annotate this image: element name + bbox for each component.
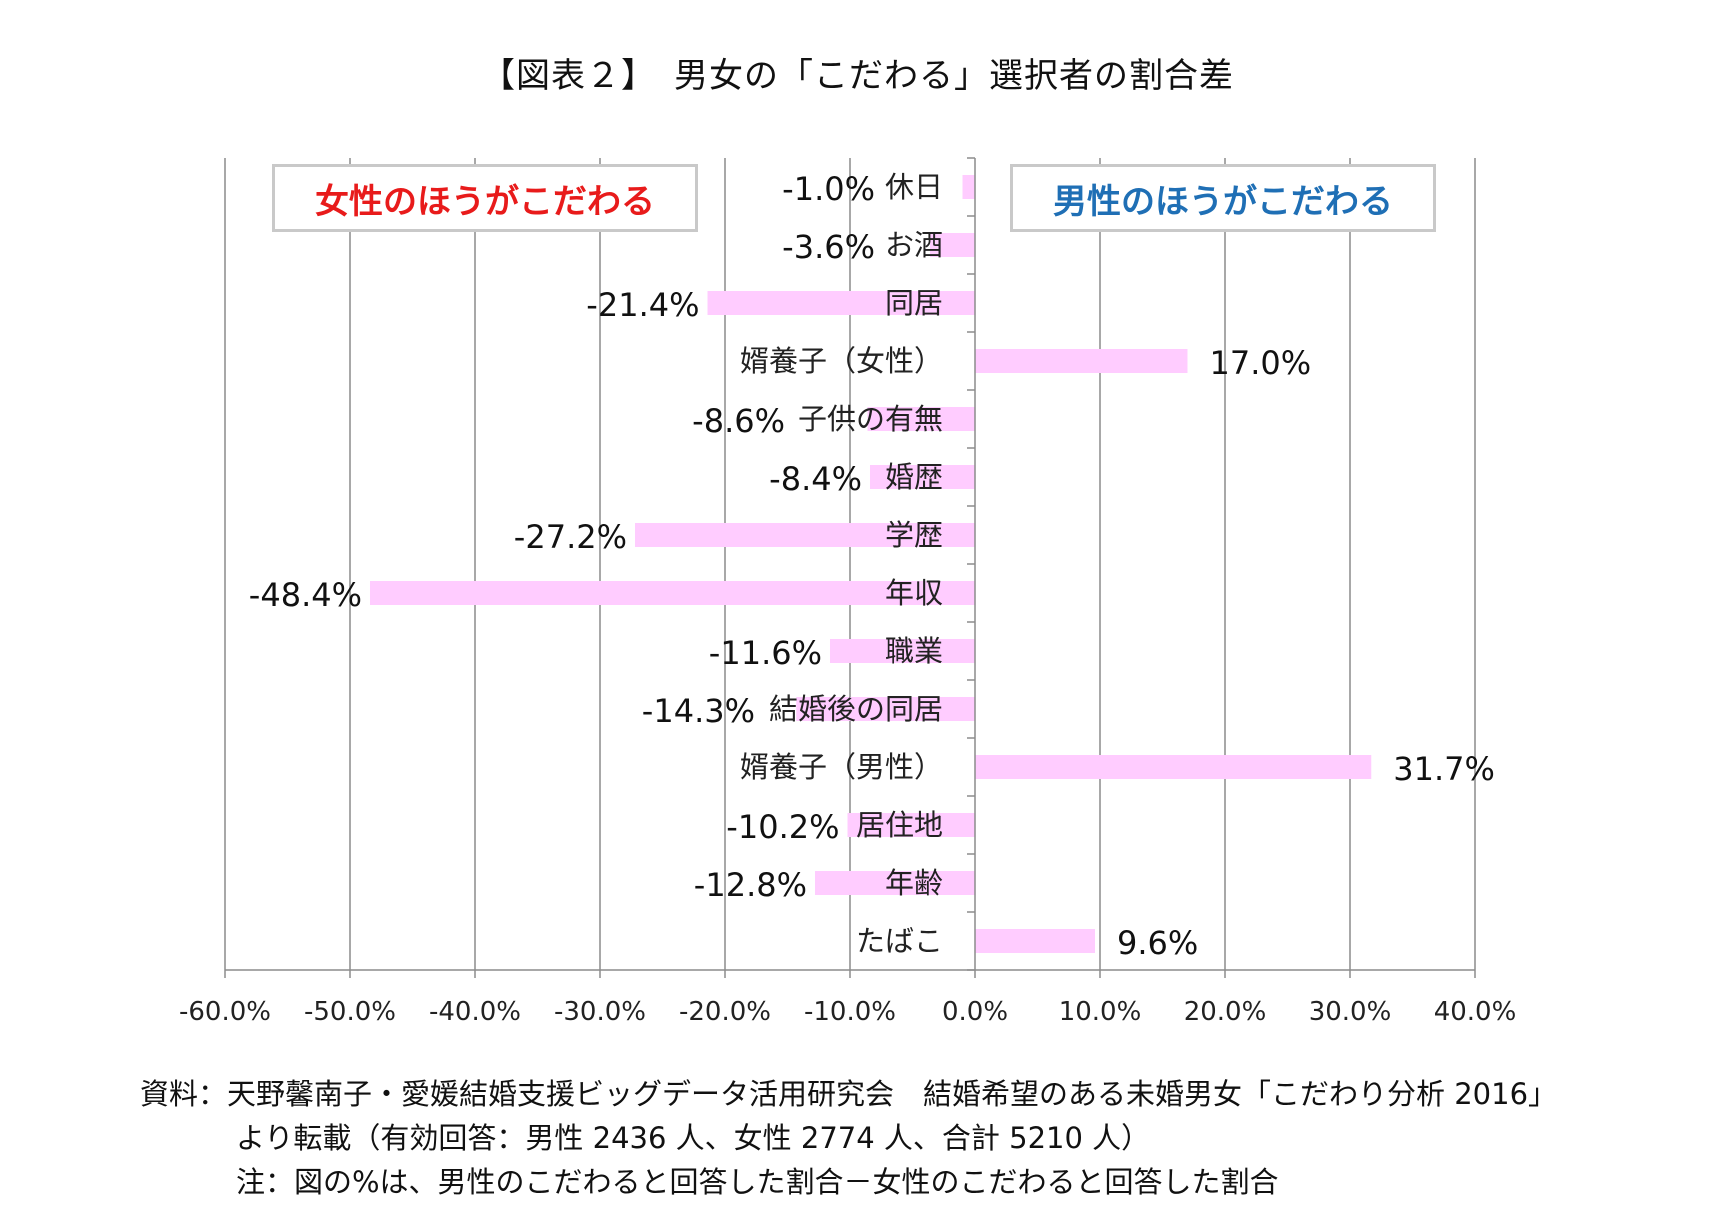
category-label: 結婚後の同居 <box>769 692 943 726</box>
value-label: 9.6% <box>1117 924 1198 962</box>
category-label: 子供の有無 <box>798 402 943 436</box>
value-label: -21.4% <box>586 286 699 324</box>
value-label: -10.2% <box>726 808 839 846</box>
source-line-3: 注：図の%は、男性のこだわると回答した割合－女性のこだわると回答した割合 <box>236 1165 1279 1199</box>
bar <box>930 233 975 257</box>
value-label: -11.6% <box>709 634 822 672</box>
category-label: 居住地 <box>856 808 943 842</box>
legend-women-box: 女性のほうがこだわる <box>272 164 698 232</box>
bar <box>847 813 975 837</box>
category-label: 婚歴 <box>885 460 943 494</box>
category-label: 婿養子（女性） <box>740 344 943 378</box>
x-tick-label: -60.0% <box>179 997 271 1027</box>
legend-men-box: 男性のほうがこだわる <box>1010 164 1436 232</box>
bar <box>707 291 975 315</box>
source-line-2: より転載（有効回答：男性 2436 人、女性 2774 人、合計 5210 人） <box>236 1121 1151 1155</box>
category-label: 婿養子（男性） <box>740 750 943 784</box>
category-label: 学歴 <box>885 518 943 552</box>
category-label: 年収 <box>885 576 943 610</box>
bar <box>962 175 975 199</box>
category-label: 休日 <box>885 170 943 204</box>
bar <box>975 755 1372 779</box>
x-tick-label: -50.0% <box>304 997 396 1027</box>
bar <box>635 523 975 547</box>
x-tick-label: 0.0% <box>942 997 1008 1027</box>
value-label: -14.3% <box>642 692 755 730</box>
value-label: 31.7% <box>1393 750 1495 788</box>
bar <box>867 407 975 431</box>
source-line-1: 資料：天野馨南子・愛媛結婚支援ビッグデータ活用研究会 結婚希望のある未婚男女「こ… <box>140 1077 1558 1111</box>
bar <box>870 465 975 489</box>
source-note: 資料：天野馨南子・愛媛結婚支援ビッグデータ活用研究会 結婚希望のある未婚男女「こ… <box>140 1072 1557 1204</box>
bar <box>370 581 975 605</box>
x-tick-label: -30.0% <box>554 997 646 1027</box>
value-label: -8.6% <box>692 402 785 440</box>
value-label: -1.0% <box>782 170 875 208</box>
bar <box>975 929 1095 953</box>
value-label: -12.8% <box>694 866 807 904</box>
bars <box>370 175 1372 953</box>
axes: -60.0% -50.0% -40.0% -30.0% -20.0% -10.0% 0.0%… <box>179 157 1517 1027</box>
value-label: -48.4% <box>249 576 362 614</box>
labels: 休日-1.0%お酒-3.6%同居-21.4%婿養子（女性） 17.0%子供の有無-… <box>249 170 1495 962</box>
category-label: 同居 <box>885 286 943 320</box>
x-tick-label: -20.0% <box>679 997 771 1027</box>
category-label: 職業 <box>885 634 943 668</box>
value-label: 17.0% <box>1210 344 1312 382</box>
category-label: たばこ <box>856 924 943 958</box>
x-tick-label: 30.0% <box>1309 997 1392 1027</box>
gridlines <box>224 158 1476 970</box>
chart-title: 【図表２】 男女の「こだわる」選択者の割合差 <box>481 56 1234 96</box>
bar <box>815 871 975 895</box>
bar <box>830 639 975 663</box>
bar <box>975 349 1188 373</box>
bar-chart: -60.0% -50.0% -40.0% -30.0% -20.0% -10.0% 0.0%… <box>179 157 1517 1027</box>
x-tick-label: -40.0% <box>429 997 521 1027</box>
x-tick-label: 10.0% <box>1059 997 1142 1027</box>
value-label: -3.6% <box>782 228 875 266</box>
category-label: 年齢 <box>885 866 943 900</box>
x-tick-label: 20.0% <box>1184 997 1267 1027</box>
value-label: -8.4% <box>769 460 862 498</box>
x-tick-label: 40.0% <box>1434 997 1517 1027</box>
x-tick-label: -10.0% <box>804 997 896 1027</box>
bar <box>796 697 975 721</box>
value-label: -27.2% <box>514 518 627 556</box>
category-label: お酒 <box>885 228 943 262</box>
